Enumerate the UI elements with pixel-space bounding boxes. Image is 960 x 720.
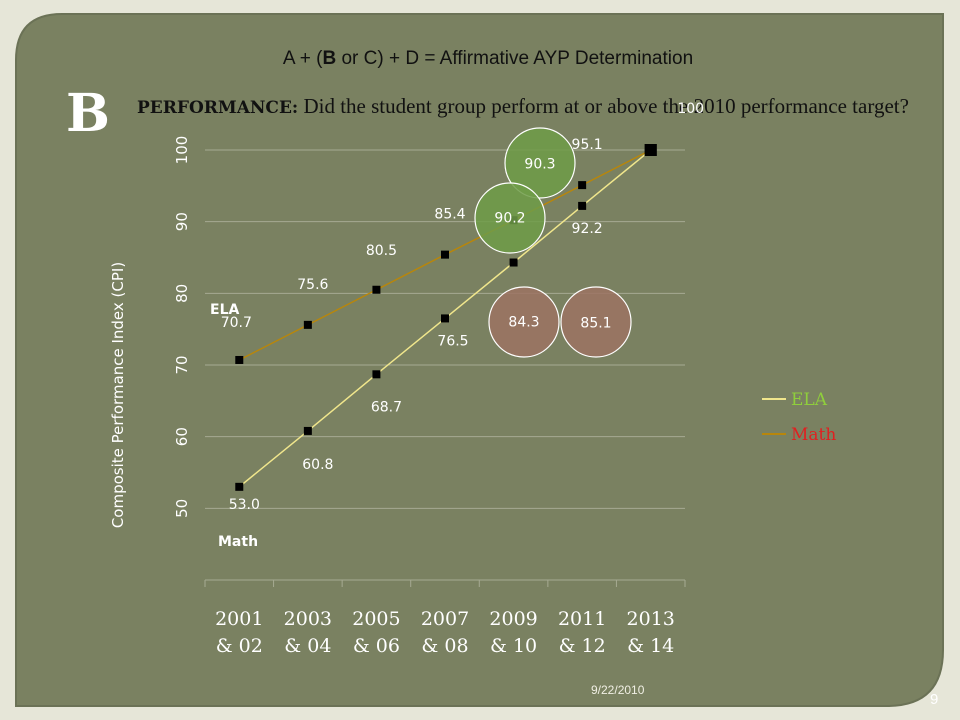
question-heading: PERFORMANCE: — [137, 98, 299, 118]
x-tick-label: & 10 — [490, 635, 537, 657]
data-label-math: 68.7 — [371, 399, 402, 415]
page-number: 9 — [930, 691, 939, 708]
data-point — [372, 285, 381, 294]
x-tick-label: & 08 — [421, 635, 468, 657]
x-tick-label: & 04 — [284, 635, 331, 657]
data-point — [235, 482, 244, 491]
x-tick-label: & 02 — [216, 635, 263, 657]
data-point — [303, 320, 312, 329]
target-circle — [560, 286, 632, 358]
x-tick-label: 2009 — [489, 608, 537, 630]
target-circle — [488, 286, 560, 358]
data-point — [441, 314, 449, 323]
legend-label: ELA — [791, 390, 828, 410]
chart-grid — [205, 149, 685, 509]
x-tick-label: 2013 — [627, 608, 675, 630]
x-tick-label: & 14 — [627, 635, 674, 657]
slide-panel — [15, 13, 944, 707]
y-tick-label: 60 — [173, 427, 191, 446]
slide-date: 9/22/2010 — [591, 683, 645, 697]
x-tick-label: 2007 — [421, 608, 469, 630]
target-label: 90.2 — [494, 211, 525, 227]
formula-suffix: or C) + D = Affirmative AYP Determinatio… — [336, 48, 694, 69]
y-tick-label: 90 — [173, 212, 191, 231]
data-point — [578, 181, 587, 190]
chart-labels: 70.7 75.6 80.5 85.4 95.1 100 53.0 60.8 68.7 76.5 9… — [210, 101, 704, 550]
data-label-math: 60.8 — [302, 457, 333, 473]
target-circle — [474, 182, 546, 254]
formula-prefix: A + ( — [282, 48, 323, 69]
performance-question: PERFORMANCE: Did the student group perfo… — [137, 94, 937, 119]
inline-label-math: Math — [218, 534, 258, 550]
target-circle — [504, 127, 576, 199]
data-point — [303, 426, 312, 435]
data-point — [235, 355, 244, 364]
inline-label-ela: ELA — [210, 302, 239, 318]
ayp-formula: A + (B or C) + D = Affirmative AYP Deter… — [0, 48, 960, 70]
target-circles: 90.3 90.2 84.3 85.1 — [474, 127, 632, 358]
legend-label: Math — [791, 425, 836, 445]
section-letter: B — [66, 83, 110, 144]
data-label-ela: 100 — [677, 101, 704, 117]
target-label: 90.3 — [524, 157, 555, 173]
y-tick-label: 70 — [173, 355, 191, 374]
x-tick-label: 2003 — [284, 608, 332, 630]
chart-axes: 50 60 70 80 90 100 2001 & 02 2003 & 04 2005 & 06 200… — [109, 136, 686, 657]
data-point — [509, 258, 518, 267]
data-label-ela: 70.7 — [221, 315, 252, 331]
y-tick-label: 80 — [173, 284, 191, 303]
x-tick-label: 2005 — [352, 608, 400, 630]
data-label-math: 92.2 — [572, 221, 603, 237]
data-point — [644, 144, 657, 156]
formula-b: B — [322, 48, 337, 69]
y-axis-title: Composite Performance Index (CPI) — [109, 262, 127, 528]
x-tick-label: & 12 — [559, 635, 606, 657]
chart-legend: ELA Math — [762, 390, 836, 445]
y-tick-label: 50 — [173, 499, 191, 518]
data-label-ela: 75.6 — [297, 277, 328, 293]
x-tick-label: 2011 — [558, 608, 606, 630]
data-label-math: 53.0 — [229, 497, 260, 513]
data-label-ela: 80.5 — [366, 243, 397, 259]
question-text: Did the student group perform at or abov… — [298, 94, 909, 118]
data-point — [441, 250, 449, 259]
target-label: 84.3 — [508, 315, 539, 331]
target-label: 85.1 — [580, 316, 611, 332]
x-tick-label: & 06 — [353, 635, 400, 657]
y-tick-label: 100 — [173, 136, 191, 165]
x-tick-label: 2001 — [215, 608, 263, 630]
data-label-math: 76.5 — [437, 333, 468, 349]
data-point — [372, 370, 381, 379]
data-point — [578, 201, 587, 210]
data-label-ela: 85.4 — [434, 207, 465, 223]
data-label-ela: 95.1 — [572, 137, 603, 153]
